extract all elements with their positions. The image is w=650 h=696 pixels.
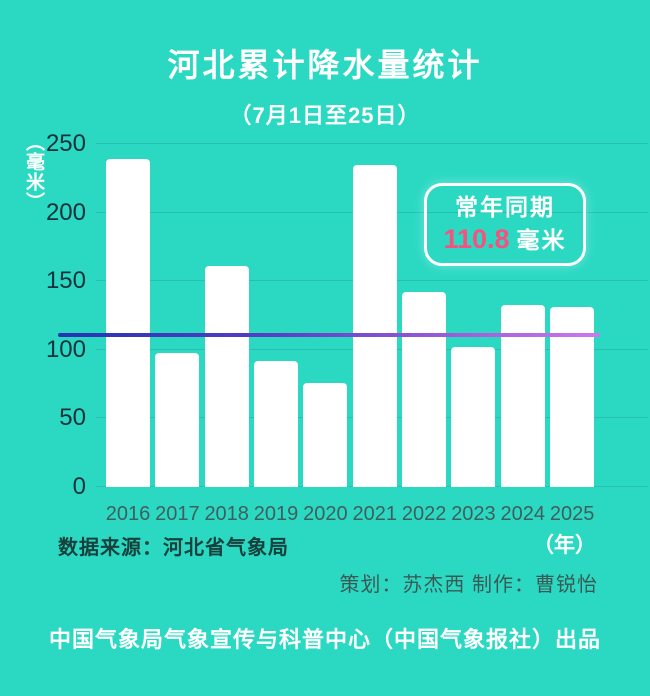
y-axis-tick-label: 150 — [45, 267, 86, 295]
x-axis-tick-label: 2018 — [204, 503, 249, 525]
x-axis-unit-label: （年） — [533, 534, 596, 557]
bar-2018 — [204, 266, 249, 487]
bar-2021 — [352, 164, 397, 487]
y-axis-tick-label: 100 — [45, 335, 86, 363]
y-axis-unit-label: （毫米） — [23, 132, 44, 212]
producer-text: 中国气象局气象宣传与科普中心（中国气象报社）出品 — [48, 627, 601, 652]
y-axis-tick-label: 0 — [72, 473, 86, 500]
x-axis-tick-label: 2021 — [352, 503, 398, 525]
y-axis-tick-label: 200 — [45, 198, 86, 226]
bar-2025 — [550, 307, 595, 487]
x-axis-tick-label: 2022 — [401, 503, 447, 525]
annotation-value-row: 110.8 毫米 — [443, 222, 566, 257]
bar-2019 — [254, 360, 299, 487]
plot-area: 0 50 100 150 200 250 2016 2017 2018 2019 2020 2021 2… — [46, 130, 648, 525]
bar-2017 — [155, 352, 200, 487]
page-subtitle: （7月1日至25日） — [229, 103, 421, 128]
bar-2016 — [106, 159, 150, 487]
annotation-value: 110.8 — [443, 224, 510, 254]
annotation-title: 常年同期 — [455, 194, 555, 220]
annotation-unit: 毫米 — [516, 227, 567, 253]
data-source-text: 数据来源：河北省气象局 — [58, 537, 289, 559]
y-axis-tick-label: 250 — [45, 130, 86, 157]
x-axis-tick-label: 2017 — [155, 503, 200, 525]
reference-annotation-box: 常年同期 110.8 毫米 — [424, 183, 586, 266]
bar-2024 — [500, 304, 545, 487]
x-axis-tick-label: 2023 — [451, 503, 496, 525]
x-axis-tick-label: 2025 — [549, 503, 595, 525]
bar-2023 — [451, 347, 496, 487]
x-axis-tick-label: 2024 — [500, 503, 546, 525]
page-title: 河北累计降水量统计 — [167, 47, 483, 83]
gridline — [96, 143, 648, 144]
x-axis-tick-label: 2020 — [303, 503, 348, 525]
x-axis-tick-label: 2016 — [105, 503, 151, 525]
reference-line — [58, 332, 600, 337]
x-axis-tick-label: 2019 — [253, 503, 299, 525]
y-axis-tick-label: 50 — [59, 404, 86, 432]
credits-text: 策划：苏杰西 制作：曹锐怡 — [339, 574, 598, 596]
bar-2022 — [402, 292, 447, 487]
bar-2020 — [303, 382, 348, 487]
